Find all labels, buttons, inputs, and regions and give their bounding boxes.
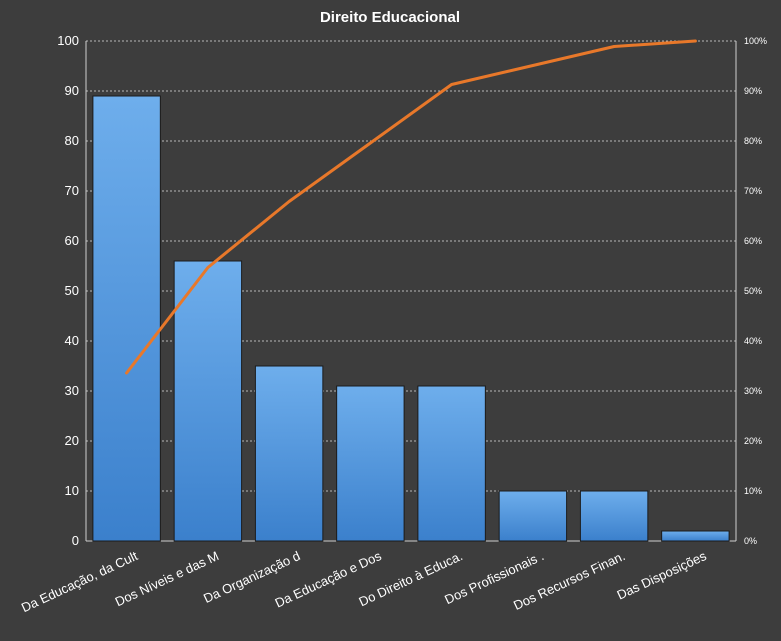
y2-tick-label: 20% bbox=[744, 436, 762, 446]
y2-tick-label: 0% bbox=[744, 536, 757, 546]
bar bbox=[254, 365, 324, 542]
bar bbox=[579, 490, 649, 542]
y-tick-label: 40 bbox=[65, 333, 79, 348]
y-tick-label: 20 bbox=[65, 433, 79, 448]
y2-tick-label: 60% bbox=[744, 236, 762, 246]
bar bbox=[336, 385, 405, 542]
bar bbox=[498, 490, 568, 542]
y-tick-label: 0 bbox=[72, 533, 79, 548]
bar bbox=[173, 260, 243, 542]
cumulative-line bbox=[125, 39, 697, 375]
y-tick-label: 90 bbox=[65, 83, 79, 98]
y-tick-label: 50 bbox=[65, 283, 79, 298]
y2-tick-label: 100% bbox=[744, 36, 767, 46]
y-tick-label: 80 bbox=[65, 133, 79, 148]
y-tick-label: 30 bbox=[65, 383, 79, 398]
y2-tick-label: 50% bbox=[744, 286, 762, 296]
y-tick-label: 70 bbox=[65, 183, 79, 198]
bar bbox=[417, 385, 486, 542]
y2-tick-label: 10% bbox=[744, 486, 762, 496]
y-tick-label: 100 bbox=[57, 33, 79, 48]
y2-tick-label: 80% bbox=[744, 136, 762, 146]
y-tick-label: 10 bbox=[65, 483, 79, 498]
chart-title: Direito Educacional bbox=[320, 9, 460, 26]
y2-tick-label: 40% bbox=[744, 336, 762, 346]
y-tick-label: 60 bbox=[65, 233, 79, 248]
y2-tick-label: 70% bbox=[744, 186, 762, 196]
bar bbox=[661, 530, 730, 542]
y2-tick-label: 30% bbox=[744, 386, 762, 396]
y2-tick-label: 90% bbox=[744, 86, 762, 96]
bar bbox=[92, 95, 161, 542]
